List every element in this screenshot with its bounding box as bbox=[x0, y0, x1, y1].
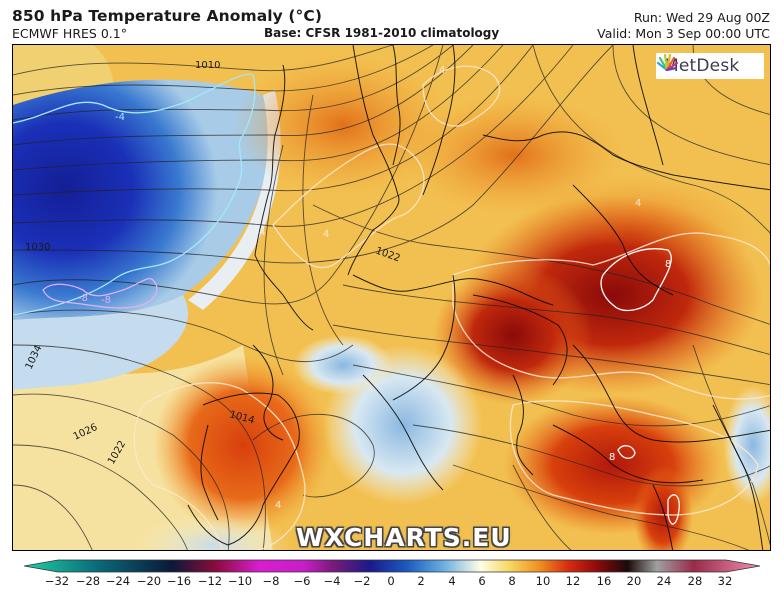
colorbar-tick: −20 bbox=[136, 574, 162, 588]
metdesk-fan-icon bbox=[656, 53, 678, 71]
colorbar-tick: 2 bbox=[417, 574, 425, 588]
wxcharts-watermark: WXCHARTS.EU bbox=[296, 523, 512, 551]
metdesk-logo: MetDesk bbox=[656, 53, 764, 79]
colorbar-tick: 12 bbox=[565, 574, 581, 588]
anomaly-labels: -4 -8 -8 4 4 4 4 8 8 4 bbox=[78, 65, 671, 511]
colorbar bbox=[23, 558, 761, 573]
model-label: ECMWF HRES 0.1° bbox=[12, 26, 127, 41]
colorbar-tick: 28 bbox=[687, 574, 703, 588]
metdesk-logo-text: MetDesk bbox=[664, 56, 740, 76]
svg-text:-8: -8 bbox=[78, 293, 88, 304]
svg-text:4: 4 bbox=[275, 500, 281, 511]
svg-text:4: 4 bbox=[323, 229, 329, 240]
colorbar-tick: −2 bbox=[353, 574, 371, 588]
svg-text:8: 8 bbox=[609, 452, 615, 463]
colorbar-tick: −6 bbox=[293, 574, 311, 588]
temperature-anomaly-map[interactable]: 1010 1030 1034 1026 1022 1022 1014 -4 -8… bbox=[12, 44, 771, 551]
svg-text:4: 4 bbox=[439, 65, 445, 76]
colorbar-tick: −8 bbox=[262, 574, 280, 588]
colorbar-tick: −10 bbox=[227, 574, 253, 588]
colorbar-tick: −12 bbox=[197, 574, 223, 588]
map-field: 1010 1030 1034 1026 1022 1022 1014 -4 -8… bbox=[13, 45, 770, 550]
colorbar-tick: 32 bbox=[717, 574, 733, 588]
colorbar-tick: 8 bbox=[508, 574, 516, 588]
svg-text:1010: 1010 bbox=[195, 60, 220, 71]
chart-title: 850 hPa Temperature Anomaly (°C) bbox=[12, 7, 323, 25]
colorbar-tick: −4 bbox=[323, 574, 341, 588]
svg-text:8: 8 bbox=[665, 259, 671, 270]
coastlines-and-borders bbox=[187, 45, 770, 550]
run-time-label: Run: Wed 29 Aug 00Z bbox=[633, 10, 770, 25]
svg-text:4: 4 bbox=[635, 198, 641, 209]
climatology-base-label: Base: CFSR 1981-2010 climatology bbox=[264, 26, 500, 40]
colorbar-tick: −32 bbox=[44, 574, 70, 588]
colorbar-tick: 16 bbox=[596, 574, 612, 588]
colorbar-tick: 24 bbox=[656, 574, 672, 588]
svg-text:-8: -8 bbox=[101, 295, 111, 306]
svg-text:4: 4 bbox=[259, 227, 265, 238]
anomaly-contours bbox=[13, 65, 770, 550]
isobar-lines bbox=[13, 45, 770, 550]
colorbar-tick: −28 bbox=[75, 574, 101, 588]
colorbar-tick: 4 bbox=[448, 574, 456, 588]
colorbar-tick: −16 bbox=[166, 574, 192, 588]
colorbar-gradient bbox=[23, 559, 761, 573]
colorbar-ticks: −32 −28 −24 −20 −16 −12 −10 −8 −6 −4 −2 … bbox=[0, 574, 784, 590]
svg-text:1030: 1030 bbox=[25, 242, 50, 253]
colorbar-tick: 6 bbox=[478, 574, 486, 588]
colorbar-tick: 20 bbox=[626, 574, 642, 588]
colorbar-tick: 10 bbox=[535, 574, 551, 588]
colorbar-tick: −24 bbox=[105, 574, 131, 588]
svg-text:-4: -4 bbox=[115, 112, 125, 123]
colorbar-tick: 0 bbox=[387, 574, 395, 588]
valid-time-label: Valid: Mon 3 Sep 00:00 UTC bbox=[597, 26, 770, 41]
